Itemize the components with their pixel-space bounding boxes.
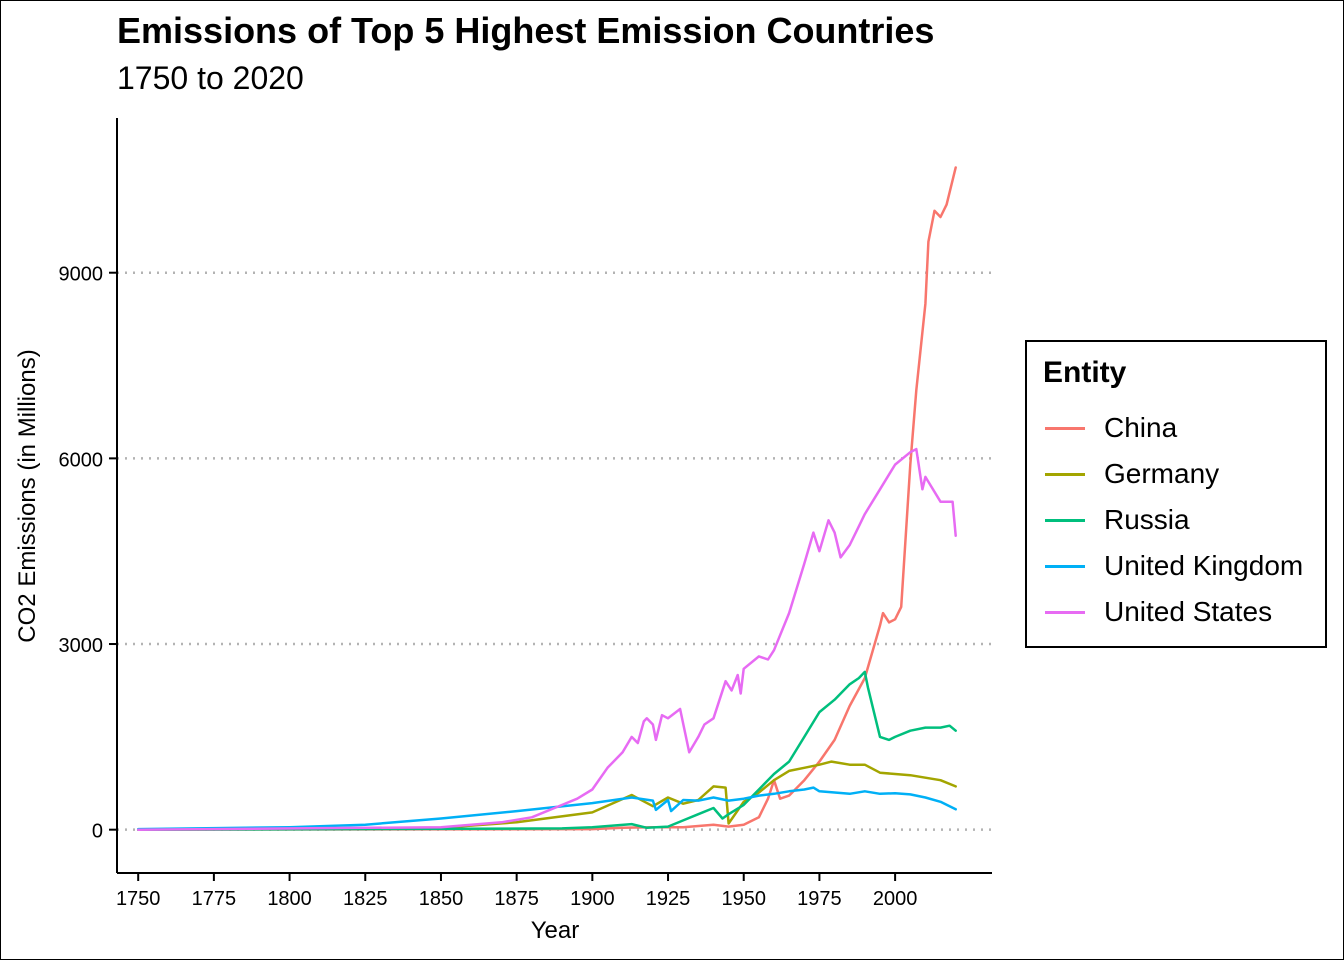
- x-tick-label: 1750: [116, 888, 161, 910]
- x-tick-label: 1875: [494, 888, 539, 910]
- series-line-germany: [136, 760, 957, 831]
- x-tick-label: 1975: [797, 888, 842, 910]
- series-line-united-states: [136, 447, 957, 831]
- legend-label-russia: Russia: [1104, 504, 1190, 535]
- x-tick-label: 1950: [721, 888, 766, 910]
- legend-label-germany: Germany: [1104, 458, 1220, 489]
- y-tick-label: 9000: [59, 264, 104, 286]
- chart-title: Emissions of Top 5 Highest Emission Coun…: [117, 10, 935, 51]
- series-line-united-kingdom: [136, 786, 957, 831]
- series-lines: [136, 166, 957, 831]
- x-tick-label: 2000: [873, 888, 918, 910]
- legend-label-china: China: [1104, 412, 1178, 443]
- legend-item-russia: Russia: [1045, 500, 1325, 540]
- x-tick-label: 1825: [343, 888, 388, 910]
- x-tick-label: 1775: [192, 888, 237, 910]
- y-axis-label: CO2 Emissions (in Millions): [14, 349, 41, 642]
- x-axis-label: Year: [531, 917, 580, 944]
- legend-item-germany: Germany: [1045, 454, 1325, 494]
- chart-subtitle: 1750 to 2020: [117, 60, 304, 96]
- series-line-china: [136, 166, 957, 831]
- legend-item-united-kingdom: United Kingdom: [1045, 546, 1325, 586]
- legend-item-united-states: United States: [1045, 592, 1325, 632]
- y-tick-label: 6000: [59, 449, 104, 471]
- legend-swatch-united-states: [1045, 611, 1085, 614]
- y-axis-ticks: 0 3000 6000 9000: [59, 264, 117, 843]
- legend-title: Entity: [1043, 356, 1127, 389]
- legend-label-united-kingdom: United Kingdom: [1104, 550, 1304, 581]
- legend-swatch-china: [1045, 427, 1085, 430]
- legend-swatch-russia: [1045, 519, 1085, 522]
- x-tick-label: 1850: [419, 888, 464, 910]
- x-tick-label: 1900: [570, 888, 615, 910]
- legend-swatch-united-kingdom: [1045, 565, 1085, 568]
- x-tick-label: 1925: [646, 888, 691, 910]
- legend-swatch-germany: [1045, 473, 1085, 476]
- gridlines: [117, 271, 992, 831]
- series-line-russia: [136, 670, 957, 831]
- x-tick-label: 1800: [267, 888, 312, 910]
- legend: Entity China Germany Russia United Kingd…: [1025, 340, 1327, 648]
- y-tick-label: 0: [92, 821, 103, 843]
- legend-label-united-states: United States: [1104, 596, 1273, 627]
- x-axis-ticks: 1750 1775 1800 1825 1850 1875 1900 1925 1950 1975…: [116, 873, 917, 910]
- legend-item-china: China: [1045, 408, 1325, 448]
- y-tick-label: 3000: [59, 635, 104, 657]
